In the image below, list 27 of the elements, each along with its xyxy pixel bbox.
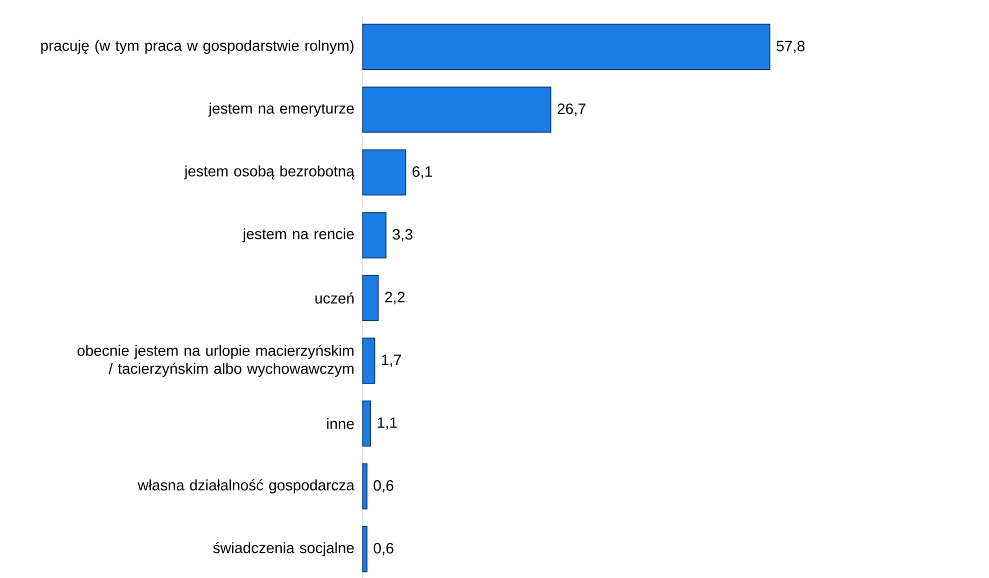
y-tick-label: uczeń bbox=[315, 292, 354, 304]
bar bbox=[362, 400, 371, 447]
y-tick-label: jestem na emeryturze bbox=[208, 102, 354, 117]
bar bbox=[362, 338, 376, 384]
bar bbox=[362, 274, 379, 322]
bar bbox=[362, 149, 406, 196]
y-tick-label: świadczenia socjalne bbox=[213, 542, 354, 556]
bar bbox=[362, 463, 368, 510]
y-tick-label: jestem na rencie bbox=[242, 228, 354, 242]
y-tick-label: jestem osobą bezrobotną bbox=[184, 165, 354, 180]
data-label: 0,6 bbox=[374, 542, 394, 556]
y-tick-label: obecnie jestem na urlopie macierzyńskim / tacierzyńskim albo wychowawczym bbox=[78, 344, 354, 377]
data-label: 1,1 bbox=[378, 417, 397, 430]
bar bbox=[362, 24, 770, 70]
bar bbox=[362, 526, 368, 572]
bar bbox=[362, 86, 552, 133]
data-label: 57,8 bbox=[776, 40, 805, 54]
data-label: 26,7 bbox=[558, 103, 586, 116]
data-label: 3,3 bbox=[392, 229, 412, 242]
y-tick-label: pracuję (w tym praca w gospodarstwie rolnym) bbox=[41, 40, 354, 54]
data-label: 6,1 bbox=[412, 166, 432, 179]
y-tick-label: własna działalność gospodarcza bbox=[138, 479, 354, 494]
data-label: 0,6 bbox=[374, 480, 394, 493]
bar bbox=[362, 212, 386, 258]
data-label: 2,2 bbox=[385, 292, 405, 304]
data-label: 1,7 bbox=[382, 354, 401, 367]
y-tick-label: inne bbox=[327, 418, 354, 430]
